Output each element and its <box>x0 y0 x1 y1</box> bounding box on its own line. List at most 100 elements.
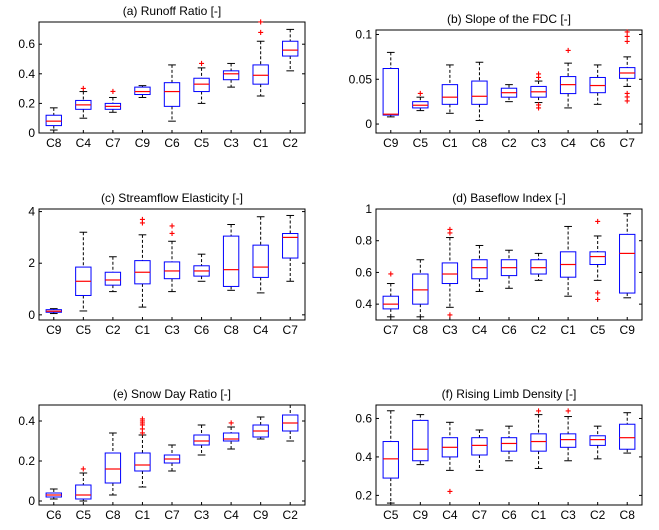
x-tick-label: C1 <box>560 323 576 337</box>
subplot-5: (e) Snow Day Ratio [-] 0 0.2 0.4 C6 C5 C8 C1 C7 C… <box>18 387 306 522</box>
iqr-box <box>589 435 606 446</box>
x-tick-label: C9 <box>253 508 269 522</box>
outlier-marker: + <box>140 425 146 436</box>
iqr-box <box>441 262 459 285</box>
y-tick-label: 0 <box>28 494 35 508</box>
box-C5: +++ <box>589 217 606 306</box>
iqr-box <box>104 271 122 286</box>
box-C1: + <box>530 406 547 469</box>
x-tick-label: C1 <box>253 136 269 150</box>
y-tick-label: 0.4 <box>18 414 35 428</box>
x-tick-label: C2 <box>531 323 547 337</box>
box-C7: + <box>382 270 399 318</box>
outlier-marker: + <box>536 101 542 112</box>
x-tick-label: C3 <box>223 136 239 150</box>
y-tick-label: 0.4 <box>355 297 372 311</box>
x-tick-label: C9 <box>620 323 636 337</box>
iqr-box <box>412 273 429 305</box>
outlier-marker: + <box>228 419 234 430</box>
y-tick-label: 0.1 <box>355 27 372 41</box>
iqr-box <box>530 433 547 452</box>
x-tick-label: C6 <box>590 136 606 150</box>
iqr-box <box>75 484 92 500</box>
outlier-marker: + <box>624 37 630 48</box>
iqr-box <box>222 432 240 442</box>
box-C1 <box>441 64 459 114</box>
iqr-box <box>134 86 151 96</box>
x-tick-label: C4 <box>560 136 576 150</box>
x-tick-label: C9 <box>383 136 399 150</box>
box-C3: + <box>559 406 577 462</box>
subplot-title: (a) Runoff Ratio [-] <box>123 4 221 18</box>
box-C4: + <box>441 421 459 498</box>
iqr-box <box>104 452 122 484</box>
box-C4: + <box>75 84 92 119</box>
x-tick-label: C4 <box>76 136 92 150</box>
x-tick-label: C4 <box>223 508 239 522</box>
outlier-marker: + <box>80 465 86 476</box>
x-tick-label: C3 <box>531 136 547 150</box>
box-C5 <box>75 231 92 312</box>
y-tick-label: 4 <box>28 205 35 219</box>
box-C8 <box>412 259 429 318</box>
box-C1: ++++++ <box>134 415 151 488</box>
box-C1: ++ <box>252 18 269 97</box>
outlier-marker: + <box>417 89 423 100</box>
outlier-marker: + <box>447 225 453 236</box>
x-tick-label: C5 <box>590 323 606 337</box>
y-tick-label: 0.6 <box>18 37 35 51</box>
outlier-marker: + <box>624 89 630 100</box>
iqr-box <box>282 40 299 57</box>
outlier-marker: + <box>536 69 542 80</box>
y-tick-label: 0 <box>28 126 35 140</box>
box-C6 <box>589 64 606 105</box>
x-tick-label: C6 <box>501 508 517 522</box>
box-C2 <box>282 28 299 72</box>
box-C1 <box>559 225 577 297</box>
x-tick-label: C2 <box>590 508 606 522</box>
x-tick-label: C2 <box>501 136 517 150</box>
iqr-box <box>252 64 269 85</box>
subplot-2: (b) Slope of the FDC [-] 0 0.05 0.1 C9 C5 C1 C8… <box>349 12 643 150</box>
iqr-box <box>163 82 181 107</box>
box-C1: ++ <box>134 215 151 308</box>
x-tick-label: C9 <box>135 136 151 150</box>
box-C9 <box>134 85 151 98</box>
outlier-marker: + <box>140 419 146 430</box>
x-tick-label: C5 <box>413 136 429 150</box>
box-C2 <box>282 404 299 442</box>
x-tick-label: C9 <box>413 508 429 522</box>
y-tick-label: 0 <box>365 117 372 131</box>
iqr-box <box>382 68 399 116</box>
box-C3: +++ <box>441 225 459 322</box>
x-tick-label: C8 <box>105 508 121 522</box>
y-tick-label: 0.6 <box>355 411 372 425</box>
box-C7 <box>163 444 181 472</box>
iqr-box <box>163 261 181 280</box>
box-C5: + <box>412 89 429 112</box>
x-tick-label: C6 <box>164 136 180 150</box>
outlier-marker: + <box>624 32 630 43</box>
iqr-box <box>530 259 547 275</box>
box-C9 <box>45 308 62 315</box>
iqr-box <box>471 259 488 280</box>
box-C3: ++++ <box>530 69 547 114</box>
iqr-box <box>45 114 62 127</box>
y-tick-label: 0.4 <box>18 67 35 81</box>
outlier-marker: + <box>140 415 146 426</box>
subplot-title: (f) Rising Limb Density [-] <box>442 387 577 401</box>
y-tick-label: 0.2 <box>18 96 35 110</box>
iqr-box <box>471 437 488 456</box>
box-C7: ++++++ <box>619 27 636 107</box>
iqr-box <box>222 70 240 81</box>
iqr-box <box>252 244 269 278</box>
box-C8 <box>619 412 636 454</box>
iqr-box <box>589 251 606 265</box>
outlier-marker: + <box>447 487 453 498</box>
outlier-marker: + <box>565 406 571 417</box>
box-C9 <box>382 51 399 118</box>
x-tick-label: C3 <box>442 323 458 337</box>
box-C8 <box>222 223 240 291</box>
x-tick-label: C6 <box>501 323 517 337</box>
